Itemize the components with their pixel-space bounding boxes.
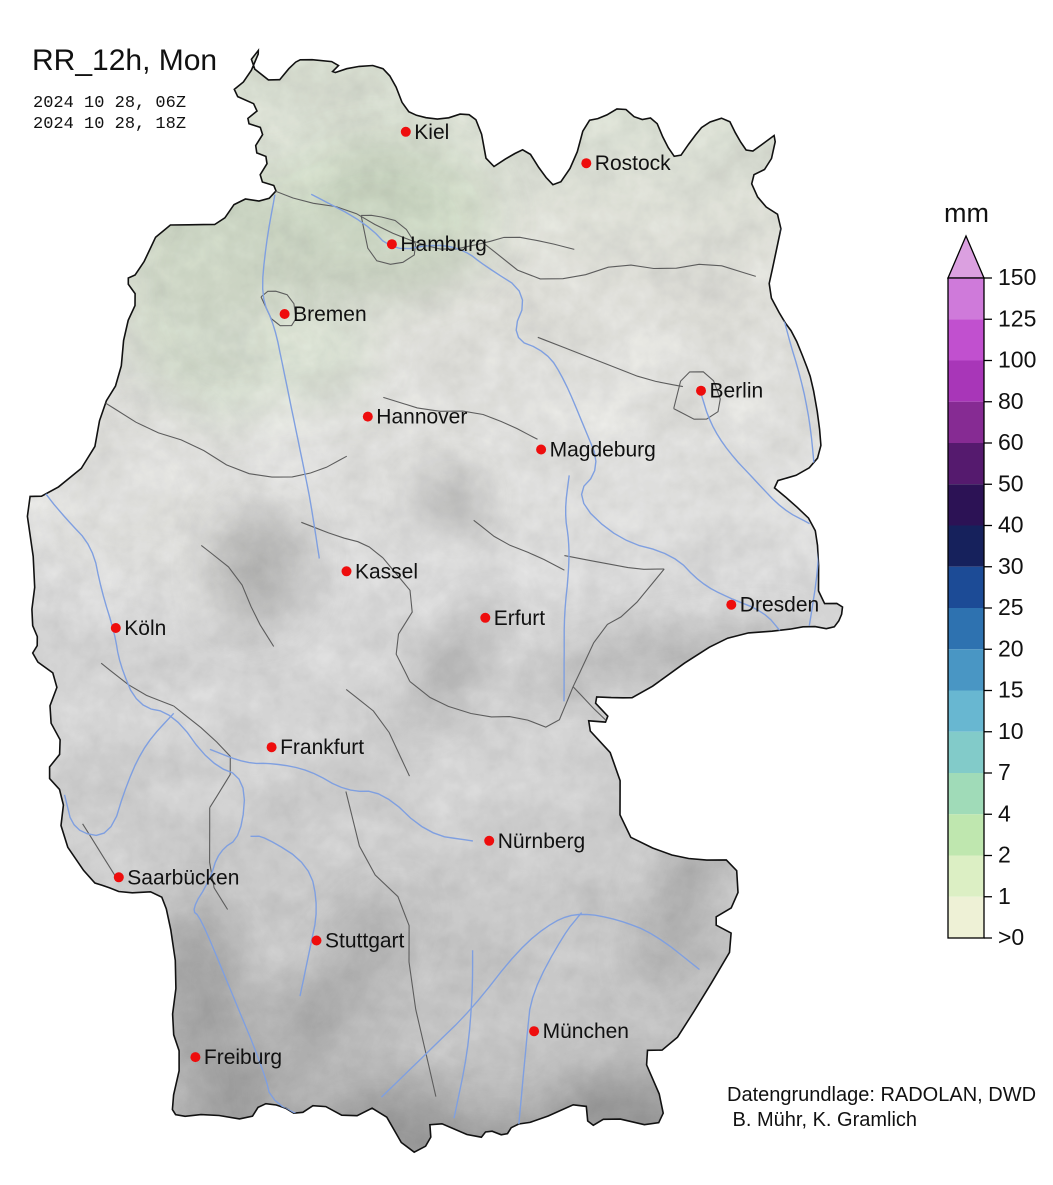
svg-text:Erfurt: Erfurt (494, 607, 546, 630)
svg-text:80: 80 (998, 388, 1024, 414)
svg-text:>0: >0 (998, 924, 1024, 950)
svg-text:Magdeburg: Magdeburg (550, 439, 656, 462)
svg-text:100: 100 (998, 347, 1036, 373)
svg-text:Kassel: Kassel (355, 560, 418, 583)
svg-text:20: 20 (998, 635, 1024, 661)
svg-text:2: 2 (998, 842, 1011, 868)
svg-text:mm: mm (944, 198, 989, 228)
svg-text:30: 30 (998, 553, 1024, 579)
svg-text:Stuttgart: Stuttgart (325, 930, 405, 953)
svg-text:150: 150 (998, 264, 1036, 290)
svg-text:Berlin: Berlin (710, 380, 764, 403)
svg-text:Freiburg: Freiburg (204, 1046, 282, 1069)
svg-text:60: 60 (998, 429, 1024, 455)
svg-text:125: 125 (998, 305, 1036, 331)
svg-text:15: 15 (998, 677, 1024, 703)
svg-text:München: München (543, 1020, 629, 1043)
svg-text:Kiel: Kiel (414, 121, 449, 144)
svg-text:Nürnberg: Nürnberg (498, 830, 586, 853)
svg-text:40: 40 (998, 512, 1024, 538)
svg-text:Hamburg: Hamburg (400, 233, 486, 256)
svg-text:Köln: Köln (124, 617, 166, 640)
svg-text:Frankfurt: Frankfurt (280, 736, 364, 759)
svg-text:10: 10 (998, 718, 1024, 744)
svg-text:1: 1 (998, 883, 1011, 909)
svg-text:50: 50 (998, 470, 1024, 496)
svg-text:Dresden: Dresden (740, 594, 819, 617)
svg-text:4: 4 (998, 800, 1011, 826)
svg-text:Saarbücken: Saarbücken (127, 866, 239, 889)
svg-text:7: 7 (998, 759, 1011, 785)
svg-text:Rostock: Rostock (595, 152, 671, 175)
svg-text:25: 25 (998, 594, 1024, 620)
svg-text:Bremen: Bremen (293, 303, 367, 326)
svg-text:Hannover: Hannover (376, 406, 467, 429)
